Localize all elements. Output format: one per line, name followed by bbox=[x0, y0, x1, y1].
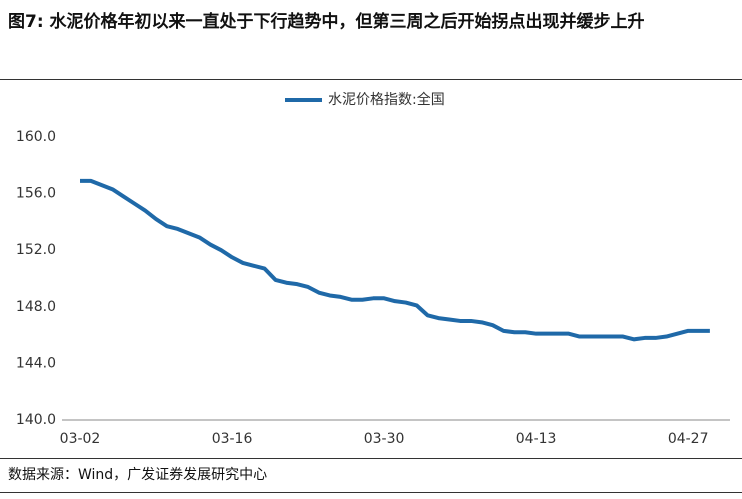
y-tick-label: 140.0 bbox=[16, 412, 56, 428]
x-tick-label: 03-16 bbox=[212, 431, 253, 447]
source-note: 数据来源：Wind，广发证券发展研究中心 bbox=[8, 467, 268, 483]
y-tick-label: 152.0 bbox=[16, 242, 56, 258]
chart-title: 图7: 水泥价格年初以来一直处于下行趋势中，但第三周之后开始拐点出现并缓步上升 bbox=[8, 12, 645, 32]
legend-label: 水泥价格指数:全国 bbox=[328, 91, 445, 108]
x-tick-label: 04-27 bbox=[668, 431, 709, 447]
rule bbox=[0, 458, 742, 459]
y-tick-label: 156.0 bbox=[16, 186, 56, 202]
y-tick-label: 148.0 bbox=[16, 299, 56, 315]
rule bbox=[0, 492, 742, 493]
y-tick-label: 144.0 bbox=[16, 355, 56, 371]
x-tick-label: 03-30 bbox=[364, 431, 405, 447]
x-tick-label: 03-02 bbox=[60, 431, 101, 447]
rule bbox=[0, 79, 742, 80]
y-tick-label: 160.0 bbox=[16, 129, 56, 145]
chart: 水泥价格指数:全国 140.0 144.0 148.0 152.0 156.0 160.0… bbox=[16, 91, 730, 447]
x-tick-label: 04-13 bbox=[516, 431, 557, 447]
series-line bbox=[80, 178, 710, 342]
